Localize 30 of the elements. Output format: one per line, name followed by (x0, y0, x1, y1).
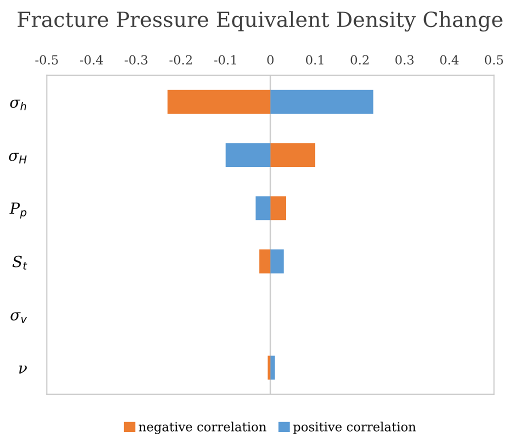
bar (226, 143, 270, 168)
x-tick-label: 0.3 (395, 55, 414, 65)
bar (270, 356, 275, 380)
chart-title: Fracture Pressure Equivalent Density Change (18, 11, 502, 32)
y-tick-label: S$_{t}$ (12, 256, 28, 270)
x-tick-label: -0.4 (80, 55, 103, 65)
x-tick-label: 0.5 (484, 55, 503, 65)
x-tick-label: 0.1 (306, 55, 324, 65)
x-tick-label: -0.2 (169, 55, 192, 65)
legend-label: negative correlation (138, 422, 266, 434)
bar (270, 249, 284, 274)
bar (168, 90, 270, 114)
x-tick-label: 0.2 (350, 55, 369, 65)
y-tick-label: σ$_{h}$ (10, 100, 26, 110)
y-tick-label: σ$_{H}$ (8, 152, 27, 164)
x-tick-label: -0.3 (124, 55, 148, 65)
bar (259, 249, 270, 274)
y-tick-label: ν (19, 366, 27, 374)
bar (268, 356, 270, 380)
y-tick-label: P$_{p}$ (9, 202, 26, 219)
bar (256, 196, 270, 220)
bar (270, 143, 316, 168)
y-tick-label: σ$_{v}$ (10, 312, 27, 323)
legend-label: positive correlation (293, 422, 416, 434)
x-tick-label: -0.5 (35, 55, 58, 65)
x-tick-label: -0.1 (214, 55, 236, 65)
bar (270, 196, 286, 220)
x-tick-label: 0.4 (440, 55, 459, 65)
bar (270, 90, 374, 114)
x-tick-label: 0 (267, 55, 274, 65)
